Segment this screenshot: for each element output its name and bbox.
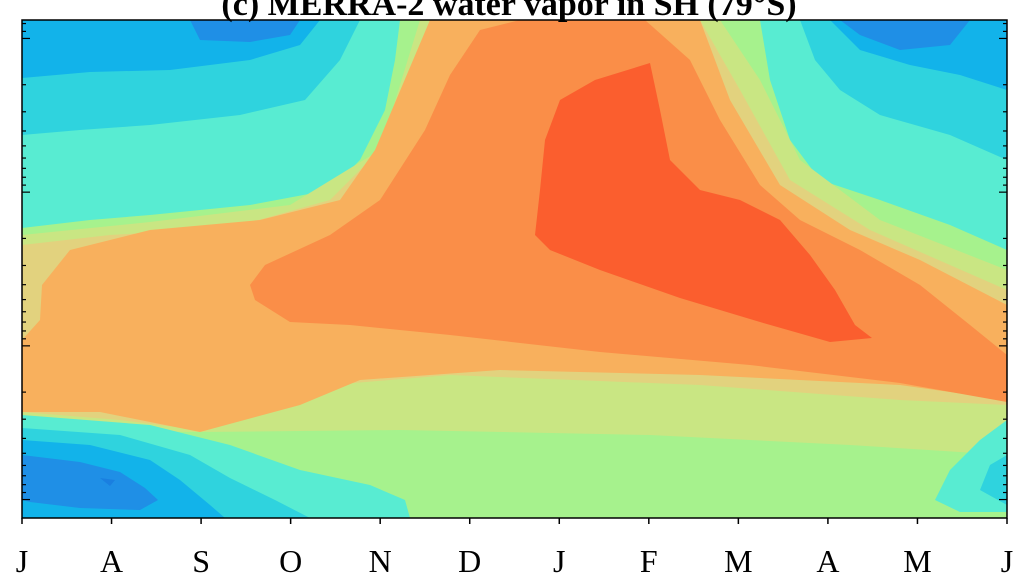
x-tick-label: J [1001,543,1013,579]
x-tick-label: M [724,543,752,579]
contour-band-blue [190,20,300,42]
contour-plot-area [22,20,1007,518]
x-tick-label: J [16,543,28,579]
contour-band-redorange [535,63,872,342]
contour-band-blue [840,20,970,50]
contour-band-cyan [980,455,1007,505]
y-axis-right-ticks [999,22,1007,501]
x-tick-label: S [192,543,210,579]
x-tick-label: F [640,543,658,579]
x-axis-ticks [21,518,1008,524]
y-axis-left-ticks [22,22,30,501]
contour-band-darkblue [100,478,115,486]
x-tick-label: A [100,543,123,579]
x-tick-label: A [816,543,839,579]
title-background [0,0,1018,18]
plot-frame [21,19,1008,519]
x-tick-label: J [553,543,565,579]
x-tick-label: N [369,543,392,579]
x-tick-label: D [458,543,481,579]
chart-title: (c) MERRA-2 water vapor in SH (79°S) [221,0,796,23]
x-tick-label: M [903,543,931,579]
contour-band-blue [22,455,158,510]
x-tick-label: O [279,543,302,579]
